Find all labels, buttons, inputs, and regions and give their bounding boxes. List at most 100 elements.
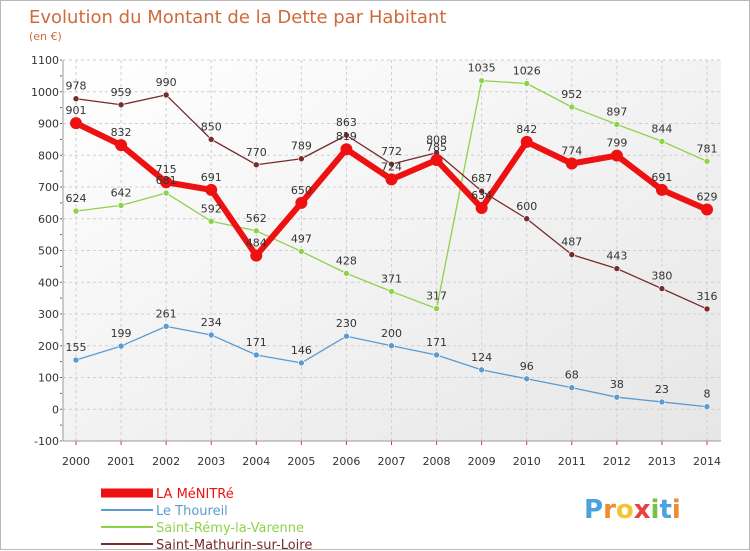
legend-label: LA MéNITRé [156, 487, 234, 502]
data-label: 380 [651, 270, 672, 283]
data-label: 691 [201, 171, 222, 184]
data-label: 772 [381, 145, 402, 158]
legend: LA MéNITRé Le Thoureil Saint-Rémy-la-Varen… [101, 487, 312, 551]
data-label: 155 [66, 341, 87, 354]
data-label: 200 [381, 327, 402, 340]
data-label: 428 [336, 254, 357, 267]
data-point [701, 203, 713, 216]
data-label: 781 [697, 142, 718, 155]
data-label: 199 [111, 327, 132, 340]
data-label: 8 [704, 388, 711, 401]
data-point [568, 384, 576, 391]
data-label: 487 [561, 236, 582, 249]
data-label: 68 [565, 369, 579, 382]
data-label: 629 [697, 191, 718, 204]
data-point [613, 265, 621, 272]
data-point [520, 135, 533, 148]
data-label: 959 [111, 86, 132, 99]
y-tick-label: 200 [38, 340, 59, 353]
data-label: 230 [336, 317, 357, 330]
data-label: 978 [66, 80, 87, 93]
logo-letter: i [651, 495, 660, 525]
data-point [70, 117, 82, 130]
data-point [478, 77, 485, 84]
data-point [658, 137, 666, 145]
data-point [385, 173, 398, 186]
y-axis: -100 0 100 200 300 400 500 600 700 800 900 1000 1100 [31, 54, 64, 448]
chart-subtitle: (en €) [29, 30, 62, 43]
data-label: 1026 [513, 64, 541, 77]
x-tick-label: 2001 [107, 455, 135, 468]
data-point [568, 103, 576, 111]
data-point [703, 403, 711, 411]
y-tick-label: 1100 [31, 54, 59, 67]
x-tick-label: 2006 [332, 455, 360, 468]
data-point [388, 160, 395, 168]
data-label: 1035 [468, 62, 496, 75]
legend-label: Le Thoureil [156, 504, 228, 519]
data-point [117, 101, 125, 109]
data-point [117, 342, 125, 350]
data-point [252, 161, 260, 169]
y-tick-label: 1000 [31, 86, 59, 99]
data-point [433, 351, 440, 359]
data-point [160, 176, 173, 189]
data-label: 484 [246, 237, 267, 250]
data-point [658, 398, 666, 406]
data-point [613, 393, 621, 401]
data-label: 316 [697, 290, 718, 303]
data-label: 650 [291, 184, 312, 197]
data-label: 96 [520, 360, 534, 373]
data-point [343, 131, 350, 139]
proxiti-logo: Proxiti [584, 495, 681, 525]
data-label: 23 [655, 383, 669, 396]
y-tick-label: -100 [34, 435, 59, 448]
data-label: 691 [651, 171, 672, 184]
data-label: 990 [156, 76, 177, 89]
data-label: 681 [156, 174, 177, 187]
data-label: 171 [426, 336, 447, 349]
data-label: 600 [516, 200, 537, 213]
data-point [433, 305, 440, 312]
data-point [72, 207, 80, 215]
data-label: 687 [471, 172, 492, 185]
y-tick-label: 600 [38, 213, 59, 226]
data-label: 124 [471, 351, 492, 364]
logo-letter: x [634, 495, 651, 525]
data-point [478, 187, 485, 195]
data-point [523, 375, 531, 383]
data-point [343, 332, 350, 340]
data-label: 799 [606, 137, 627, 150]
data-label: 897 [606, 105, 627, 118]
x-tick-label: 2000 [62, 455, 90, 468]
data-label: 234 [201, 316, 222, 329]
data-point [72, 356, 80, 364]
data-labels: 901 832 715 691 484 650 819 724 785 634 842 774 799 6… [66, 62, 718, 401]
y-tick-label: 100 [38, 372, 59, 385]
data-point [298, 359, 305, 367]
x-tick-label: 2003 [197, 455, 225, 468]
x-tick-label: 2013 [648, 455, 676, 468]
data-point [388, 288, 395, 295]
data-label: 842 [516, 123, 537, 136]
data-point [162, 323, 170, 330]
data-label: 317 [426, 290, 447, 303]
logo-letter: t [659, 495, 671, 525]
x-tick-label: 2005 [287, 455, 315, 468]
data-point [252, 227, 260, 235]
data-point [207, 136, 215, 143]
data-point [205, 183, 218, 196]
data-point [162, 91, 170, 99]
data-point [568, 251, 576, 258]
x-axis: 2000 2001 2002 2003 2004 2005 2006 2007 2008 2009… [62, 440, 721, 468]
data-label: 634 [471, 189, 492, 202]
logo-letter: i [672, 495, 681, 525]
data-label: 642 [111, 186, 132, 199]
y-tick-label: 900 [38, 118, 59, 131]
data-label: 371 [381, 272, 402, 285]
data-point [72, 95, 80, 103]
chart-title: Evolution du Montant de la Dette par Hab… [29, 7, 446, 28]
data-point [610, 149, 623, 162]
series-2 [72, 77, 711, 312]
x-tick-label: 2002 [152, 455, 180, 468]
